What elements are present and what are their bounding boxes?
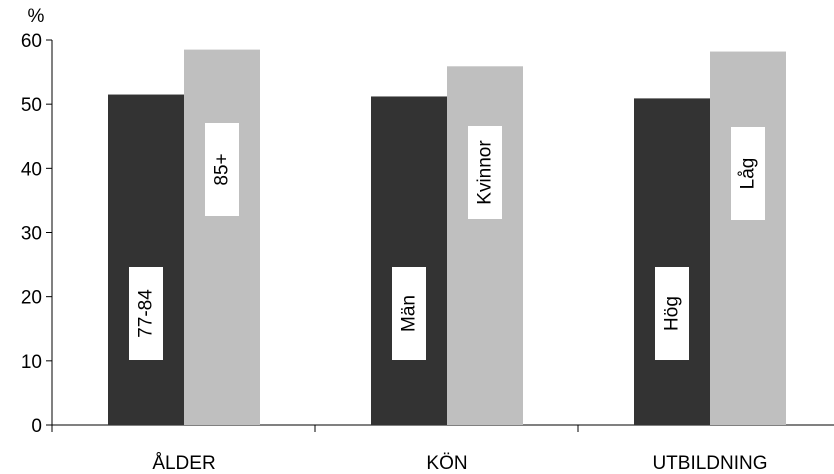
bar [184, 49, 260, 425]
bar-labels: 77-84 85+ Män Kvinnor Hög Låg [129, 123, 765, 360]
bar-label: Kvinnor [475, 140, 496, 205]
y-tick-label: 20 [21, 288, 42, 309]
y-tick-label: 30 [21, 224, 42, 245]
bar-label-box [731, 127, 765, 220]
y-tick-label: 0 [31, 416, 42, 437]
category-label: UTBILDNING [652, 453, 767, 474]
bars [108, 49, 786, 426]
y-axis-unit-label: % [28, 6, 45, 27]
bar [710, 51, 786, 426]
y-tick-label: 50 [21, 95, 42, 116]
bar-label: 77-84 [136, 289, 157, 338]
bar [371, 96, 447, 425]
bar-label: 85+ [212, 153, 233, 185]
bar-label-box [655, 267, 689, 360]
bar-label: Män [399, 295, 420, 332]
bar-label-box [468, 126, 502, 219]
category-labels: ÅLDER KÖN UTBILDNING [152, 453, 767, 474]
bar-label: Hög [662, 296, 683, 331]
category-label: KÖN [426, 453, 467, 474]
bar [634, 98, 710, 426]
category-label: ÅLDER [152, 453, 215, 474]
bar-label-box [392, 267, 426, 360]
bar-label-box [129, 267, 163, 360]
bar [108, 94, 184, 426]
y-tick-label: 10 [21, 352, 42, 373]
bar-label-box [205, 123, 239, 216]
bar [447, 66, 523, 425]
bar-label: Låg [738, 158, 759, 190]
y-tick-label: 40 [21, 159, 42, 180]
y-tick-label: 60 [21, 31, 42, 52]
